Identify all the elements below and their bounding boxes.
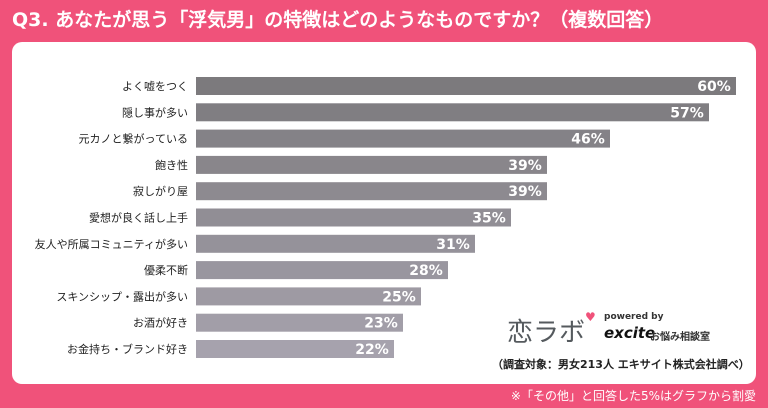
- logo-sub-text: お悩み相談室: [650, 332, 710, 343]
- value-label: 22%: [355, 342, 389, 358]
- bar: [196, 103, 709, 122]
- logo-powered-text: powered by: [604, 312, 664, 322]
- value-label: 60%: [697, 79, 731, 95]
- value-label: 39%: [508, 158, 542, 174]
- value-label: 39%: [508, 184, 542, 200]
- heart-icon: ♥: [585, 310, 596, 324]
- koi-labo-logo: 恋ラボ ♥ powered by excite お悩み相談室: [507, 310, 717, 350]
- category-label: お金持ち・ブランド好き: [67, 342, 188, 356]
- survey-source: （調査対象：男女213人 エキサイト株式会社調べ）: [492, 358, 750, 371]
- category-label: 寂しがり屋: [133, 184, 188, 198]
- logo-main-text: 恋ラボ: [507, 318, 586, 348]
- category-label: スキンシップ・露出が多い: [56, 289, 188, 303]
- value-label: 31%: [436, 237, 470, 253]
- bar: [196, 129, 610, 148]
- chart-title: Q3. あなたが思う「浮気男」の特徴はどのようなものですか？（複数回答）: [12, 9, 664, 31]
- bar: [196, 234, 475, 253]
- bar: [196, 340, 394, 358]
- bar: [196, 182, 547, 201]
- value-label: 57%: [670, 105, 704, 121]
- value-label: 28%: [409, 263, 443, 279]
- value-label: 46%: [571, 132, 605, 148]
- footnote: ※「その他」と回答した5%はグラフから割愛: [510, 389, 756, 403]
- bar: [196, 287, 421, 306]
- bar: [196, 155, 547, 174]
- logo-excite-text: excite: [604, 324, 656, 342]
- bar: [196, 77, 736, 95]
- category-label: 飽き性: [155, 158, 188, 172]
- category-label: よく嘘をつく: [122, 80, 188, 93]
- value-label: 35%: [472, 211, 506, 227]
- category-label: 元カノと繋がっている: [79, 132, 188, 146]
- category-label: 愛想が良く話し上手: [89, 211, 188, 225]
- category-label: 隠し事が多い: [122, 105, 188, 119]
- category-label: 友人や所属コミュニティが多い: [35, 237, 188, 251]
- value-label: 25%: [382, 289, 416, 305]
- bar: [196, 261, 448, 280]
- category-label: お酒が好き: [133, 316, 188, 330]
- value-label: 23%: [364, 316, 398, 332]
- bar: [196, 313, 403, 332]
- category-label: 優柔不断: [144, 263, 188, 277]
- bar: [196, 208, 511, 227]
